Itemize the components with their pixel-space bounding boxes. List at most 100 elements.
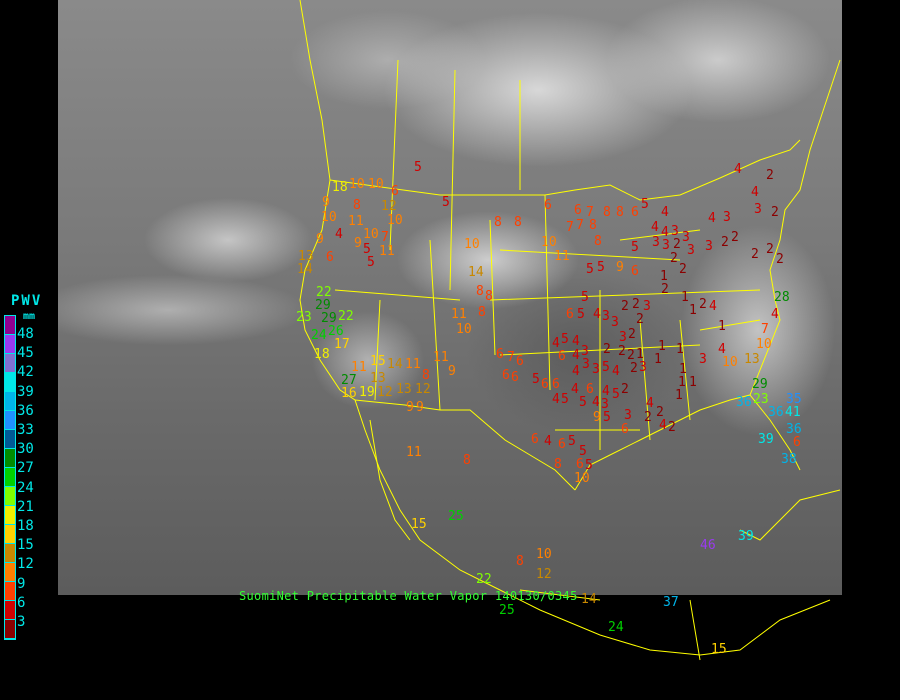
station-pwv-value: 4 (552, 336, 560, 351)
station-pwv-value: 2 (776, 252, 784, 267)
station-pwv-value: 9 (616, 260, 624, 275)
station-pwv-value: 8 (616, 205, 624, 220)
station-pwv-value: 4 (544, 434, 552, 449)
station-pwv-value: 16 (341, 386, 357, 401)
station-pwv-value: 9 (322, 195, 330, 210)
station-pwv-value: 41 (785, 405, 801, 420)
legend-label: 12 (17, 556, 34, 573)
station-pwv-value: 22 (476, 572, 492, 587)
station-pwv-value: 14 (468, 265, 484, 280)
station-pwv-value: 8 (554, 457, 562, 472)
legend-label: 39 (17, 383, 34, 400)
legend-swatch (5, 582, 15, 601)
gulf-coast (574, 394, 801, 491)
station-pwv-value: 1 (636, 347, 644, 362)
station-pwv-value: 12 (377, 385, 393, 400)
station-pwv-value: 2 (751, 247, 759, 262)
station-pwv-value: 5 (414, 160, 422, 175)
station-pwv-value: 3 (582, 357, 590, 372)
station-pwv-value: 6 (566, 307, 574, 322)
station-pwv-value: 8 (594, 234, 602, 249)
station-pwv-value: 9 (593, 410, 601, 425)
station-pwv-value: 4 (718, 342, 726, 357)
station-pwv-value: 4 (335, 227, 343, 242)
station-pwv-value: 6 (552, 377, 560, 392)
legend-label: 9 (17, 575, 26, 592)
legend-swatch (5, 506, 15, 525)
station-pwv-value: 14 (297, 262, 313, 277)
legend-swatch (5, 620, 15, 639)
station-pwv-value: 3 (723, 210, 731, 225)
station-pwv-value: 5 (597, 260, 605, 275)
station-pwv-value: 19 (359, 385, 375, 400)
station-pwv-value: 7 (381, 230, 389, 245)
station-pwv-value: 39 (738, 529, 754, 544)
station-pwv-value: 13 (370, 371, 386, 386)
station-pwv-value: 4 (661, 205, 669, 220)
station-pwv-value: 6 (574, 203, 582, 218)
legend-swatch (5, 563, 15, 582)
state-lines (334, 59, 761, 450)
station-pwv-value: 5 (568, 434, 576, 449)
station-pwv-value: 3 (601, 397, 609, 412)
station-pwv-value: 6 (511, 370, 519, 385)
station-pwv-value: 5 (603, 410, 611, 425)
station-pwv-value: 6 (631, 205, 639, 220)
station-pwv-value: 4 (552, 392, 560, 407)
station-pwv-value: 3 (687, 243, 695, 258)
station-pwv-value: 4 (751, 185, 759, 200)
legend-label: 18 (17, 518, 34, 534)
station-pwv-value: 36 (768, 405, 784, 420)
station-pwv-value: 13 (396, 382, 412, 397)
legend-swatch (5, 468, 15, 487)
station-pwv-value: 8 (494, 215, 502, 230)
legend-swatch (5, 335, 15, 354)
station-pwv-value: 7 (507, 350, 515, 365)
station-pwv-value: 3 (581, 344, 589, 359)
legend-label: 36 (17, 402, 34, 419)
legend-swatch (5, 411, 15, 430)
station-pwv-value: 6 (326, 250, 334, 265)
station-pwv-value: 8 (603, 205, 611, 220)
station-pwv-value: 2 (636, 312, 644, 327)
station-pwv-value: 2 (679, 262, 687, 277)
station-pwv-value: 8 (514, 215, 522, 230)
station-pwv-value: 10 (363, 227, 379, 242)
map-caption: SuomiNet Precipitable Water Vapor 140130… (239, 589, 578, 603)
station-pwv-value: 9 (448, 364, 456, 379)
station-pwv-value: 17 (334, 337, 350, 352)
station-pwv-value: 2 (621, 382, 629, 397)
station-pwv-value: 25 (499, 603, 515, 618)
station-pwv-value: 8 (422, 368, 430, 383)
station-pwv-value: 4 (572, 364, 580, 379)
station-pwv-value: 5 (561, 332, 569, 347)
station-pwv-value: 1 (689, 375, 697, 390)
station-pwv-value: 5 (585, 458, 593, 473)
us-mexico-border (354, 399, 576, 491)
station-pwv-value: 3 (592, 362, 600, 377)
station-pwv-value: 14 (387, 357, 403, 372)
station-pwv-value: 4 (771, 307, 779, 322)
station-pwv-value: 10 (464, 237, 480, 252)
legend-label: 45 (17, 345, 34, 362)
station-pwv-value: 6 (516, 354, 524, 369)
station-pwv-value: 1 (654, 352, 662, 367)
station-pwv-value: 12 (415, 382, 431, 397)
station-pwv-value: 9 (316, 232, 324, 247)
station-pwv-value: 36 (786, 422, 802, 437)
station-pwv-value: 1 (689, 303, 697, 318)
station-pwv-value: 3 (602, 309, 610, 324)
station-pwv-value: 10 (349, 177, 365, 192)
station-pwv-value: 7 (576, 218, 584, 233)
station-pwv-value: 3 (671, 224, 679, 239)
station-pwv-value: 5 (577, 307, 585, 322)
station-pwv-value: 8 (478, 305, 486, 320)
atlantic-coast (749, 59, 841, 396)
station-pwv-value: 2 (627, 348, 635, 363)
station-pwv-value: 10 (756, 337, 772, 352)
station-pwv-value: 46 (700, 538, 716, 553)
station-pwv-value: 5 (612, 387, 620, 402)
station-pwv-value: 9 (406, 400, 414, 415)
station-pwv-value: 4 (661, 225, 669, 240)
station-pwv-value: 11 (406, 445, 422, 460)
